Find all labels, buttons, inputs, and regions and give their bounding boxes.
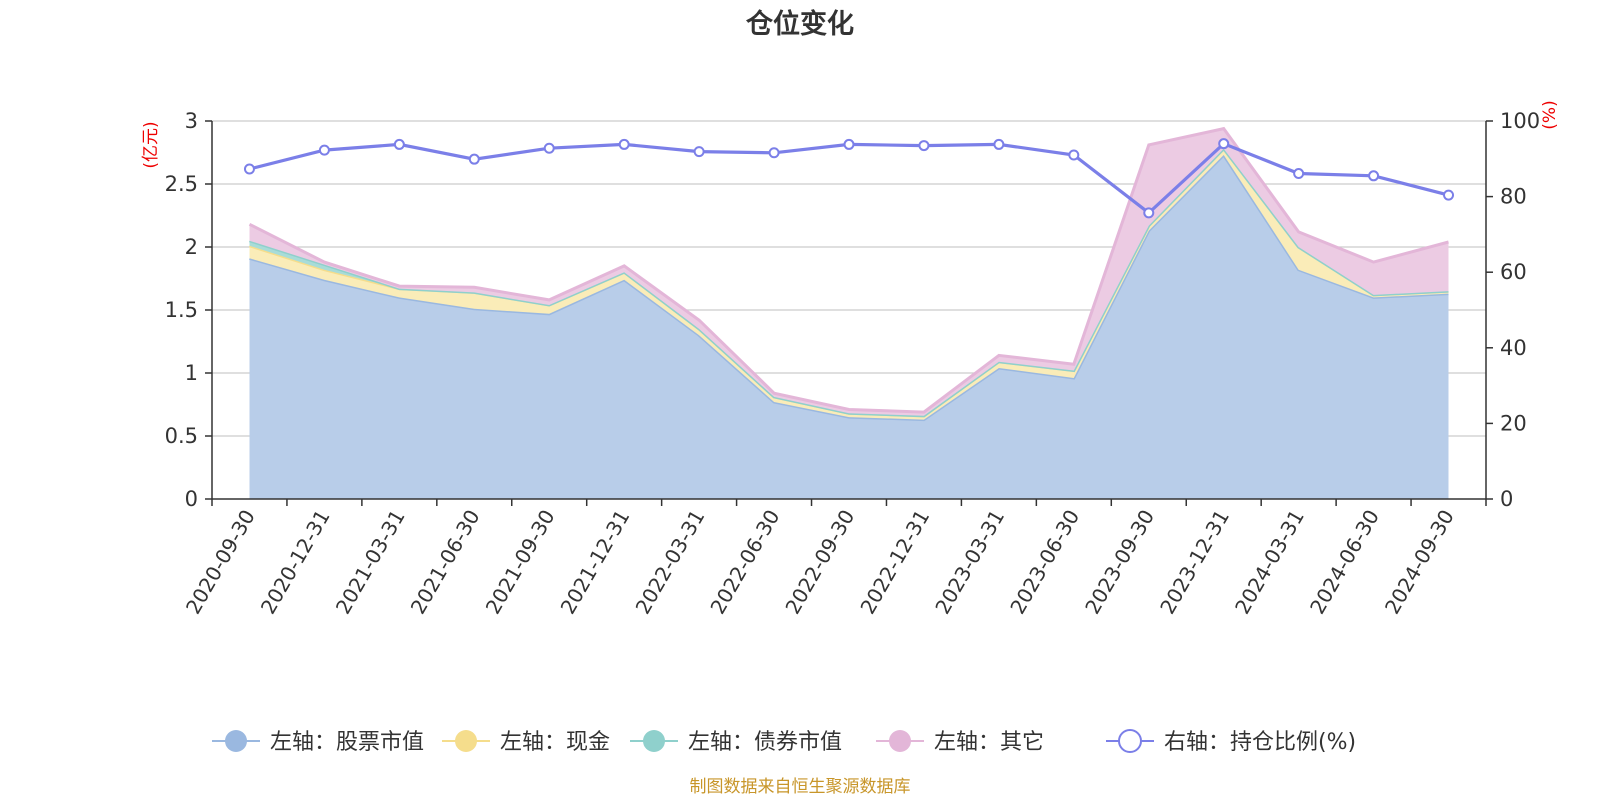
x-tick-label: 2021-09-30 <box>481 506 560 619</box>
left-tick-label: 1.5 <box>165 298 198 322</box>
x-tick-label: 2023-12-31 <box>1155 506 1234 619</box>
x-tick-label: 2022-09-30 <box>780 506 859 619</box>
x-tick-label: 2023-09-30 <box>1080 506 1159 619</box>
right-tick-label: 100 <box>1500 109 1540 133</box>
right-tick-label: 0 <box>1500 487 1513 511</box>
ratio-point <box>843 138 855 150</box>
ratio-point <box>1293 168 1305 180</box>
ratio-point <box>1368 170 1380 182</box>
right-axis-unit: (%) <box>1540 100 1560 129</box>
x-tick-label: 2022-03-31 <box>631 506 710 619</box>
legend-marker-1 <box>225 730 247 752</box>
x-tick-label: 2023-06-30 <box>1005 506 1084 619</box>
legend-label-3: 左轴：债券市值 <box>688 730 842 755</box>
right-tick-label: 20 <box>1500 411 1527 435</box>
ratio-point <box>393 138 405 150</box>
ratio-point <box>543 142 555 154</box>
right-tick-label: 80 <box>1500 185 1527 209</box>
left-tick-label: 1 <box>185 361 198 385</box>
ratio-point <box>618 138 630 150</box>
ratio-point <box>1068 149 1080 161</box>
ratio-point <box>243 163 255 175</box>
left-tick-label: 0.5 <box>165 424 198 448</box>
left-tick-label: 3 <box>185 109 198 133</box>
ratio-point <box>468 153 480 165</box>
ratio-line-layer <box>243 138 1455 219</box>
ratio-point <box>1443 189 1455 201</box>
legend-marker-3 <box>643 730 665 752</box>
x-tick-label: 2021-03-31 <box>331 505 410 618</box>
x-tick-label: 2021-12-31 <box>556 506 635 619</box>
left-tick-label: 0 <box>185 487 198 511</box>
source-note: 制图数据来自恒生聚源数据库 <box>690 777 911 797</box>
x-tick-label: 2020-12-31 <box>256 506 335 619</box>
x-tick-label: 2024-06-30 <box>1305 506 1384 619</box>
area-edge-series-4 <box>248 126 1449 414</box>
ratio-point <box>1143 207 1155 219</box>
right-tick-label: 40 <box>1500 336 1527 360</box>
area-series-4 <box>249 128 1449 416</box>
ratio-point <box>768 147 780 159</box>
legend-label-2: 左轴：现金 <box>500 730 610 755</box>
chart-title: 仓位变化 <box>745 8 854 40</box>
x-tick-label: 2024-09-30 <box>1380 506 1459 619</box>
x-tick-label: 2022-06-30 <box>705 506 784 619</box>
x-tick-label: 2021-06-30 <box>406 506 485 619</box>
ratio-point <box>693 146 705 158</box>
ratio-point <box>918 140 930 152</box>
x-tick-label: 2022-12-31 <box>855 506 934 619</box>
legend-label-1: 左轴：股票市值 <box>270 730 424 755</box>
x-tick-label: 2023-03-31 <box>930 506 1009 619</box>
legend-marker-5 <box>1118 729 1142 753</box>
left-tick-label: 2 <box>185 235 198 259</box>
left-tick-label: 2.5 <box>165 172 198 196</box>
legend-label-4: 左轴：其它 <box>934 730 1044 755</box>
left-axis-unit: (亿元) <box>141 121 161 168</box>
ratio-point <box>993 138 1005 150</box>
legend: 左轴：股票市值 左轴：现金 左轴：债券市值 左轴：其它 右轴：持仓比例(%) <box>212 729 1356 755</box>
legend-marker-2 <box>455 730 477 752</box>
legend-label-5: 右轴：持仓比例(%) <box>1164 730 1356 755</box>
stacked-areas <box>248 126 1449 499</box>
right-tick-label: 60 <box>1500 260 1527 284</box>
ratio-point <box>1218 138 1230 150</box>
legend-marker-4 <box>889 730 911 752</box>
ratio-point <box>318 144 330 156</box>
area-series-1 <box>249 155 1449 499</box>
x-tick-label: 2024-03-31 <box>1230 506 1309 619</box>
x-tick-label: 2020-09-30 <box>181 506 260 619</box>
